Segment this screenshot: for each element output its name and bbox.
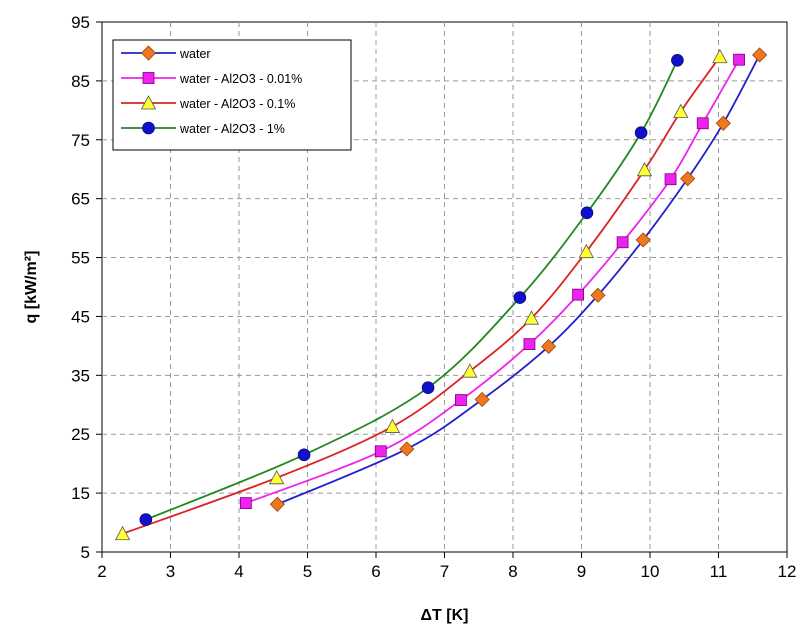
x-tick-label: 9 (577, 562, 586, 581)
x-axis-ticks: 2 3 4 5 6 7 8 9 10 11 12 (97, 552, 796, 581)
data-point (616, 236, 629, 249)
data-point (541, 338, 557, 355)
data-point (634, 126, 648, 140)
legend-label-1: water - Al2O3 - 0.01% (179, 72, 302, 86)
data-point (580, 206, 594, 220)
series-2 (114, 48, 728, 541)
data-point (680, 171, 696, 187)
data-point (384, 418, 401, 433)
legend-marker-3 (142, 121, 155, 135)
y-tick-label: 35 (71, 366, 90, 385)
series-1 (239, 53, 745, 510)
data-point (269, 469, 285, 485)
data-point (578, 243, 594, 259)
data-point (421, 381, 435, 395)
series-3 (139, 53, 684, 526)
y-tick-label: 85 (71, 72, 90, 91)
data-point (752, 47, 768, 63)
data-point (715, 115, 731, 131)
y-tick-label: 25 (71, 425, 90, 444)
x-tick-label: 4 (234, 562, 243, 581)
y-axis-title: q [kW/m²] (23, 251, 40, 324)
data-point (374, 445, 387, 458)
x-tick-label: 5 (303, 562, 312, 581)
data-point (474, 391, 490, 408)
y-tick-label: 5 (81, 543, 90, 562)
x-axis-title: ΔT [K] (421, 607, 469, 624)
legend-label-2: water - Al2O3 - 0.1% (179, 97, 295, 111)
data-point (399, 441, 415, 457)
legend-marker-2 (140, 95, 157, 110)
data-point (269, 496, 285, 512)
y-tick-label: 75 (71, 131, 90, 150)
data-point (712, 48, 728, 64)
data-point (636, 161, 653, 177)
data-point (664, 173, 677, 186)
data-point (462, 363, 478, 378)
x-tick-label: 6 (371, 562, 380, 581)
legend-label-0: water (179, 47, 211, 61)
data-point (523, 310, 540, 325)
legend-marker-1 (142, 72, 155, 84)
data-point (523, 338, 536, 351)
legend-label-3: water - Al2O3 - 1% (179, 122, 285, 136)
grid (102, 22, 787, 552)
data-point (673, 103, 689, 118)
x-tick-label: 10 (641, 562, 660, 581)
x-tick-label: 12 (778, 562, 796, 581)
data-point (696, 117, 709, 130)
data-point (590, 287, 606, 303)
legend: water water - Al2O3 - 0.01% water - Al2O3 … (112, 39, 352, 151)
data-point (297, 448, 311, 462)
data-point (671, 53, 684, 67)
series-line-2 (122, 56, 721, 535)
y-tick-label: 55 (71, 249, 90, 268)
series-layer (114, 47, 768, 541)
data-point (239, 497, 252, 510)
x-tick-label: 3 (166, 562, 175, 581)
series-0 (269, 47, 768, 512)
y-tick-label: 15 (71, 484, 90, 503)
data-point (572, 288, 584, 301)
data-point (733, 53, 745, 66)
data-point (635, 232, 651, 248)
x-tick-label: 7 (440, 562, 449, 581)
legend-marker-0 (140, 45, 157, 61)
data-point (513, 291, 527, 304)
data-point (139, 513, 153, 526)
x-tick-label: 2 (97, 562, 106, 581)
y-tick-label: 45 (71, 307, 90, 326)
data-point (114, 525, 131, 541)
y-tick-label: 95 (71, 13, 90, 32)
y-axis-ticks: 5 15 25 35 45 55 65 75 85 95 (71, 13, 102, 562)
data-point (455, 394, 467, 406)
x-tick-label: 8 (508, 562, 517, 581)
x-tick-label: 11 (710, 562, 728, 581)
y-tick-label: 65 (71, 190, 90, 209)
